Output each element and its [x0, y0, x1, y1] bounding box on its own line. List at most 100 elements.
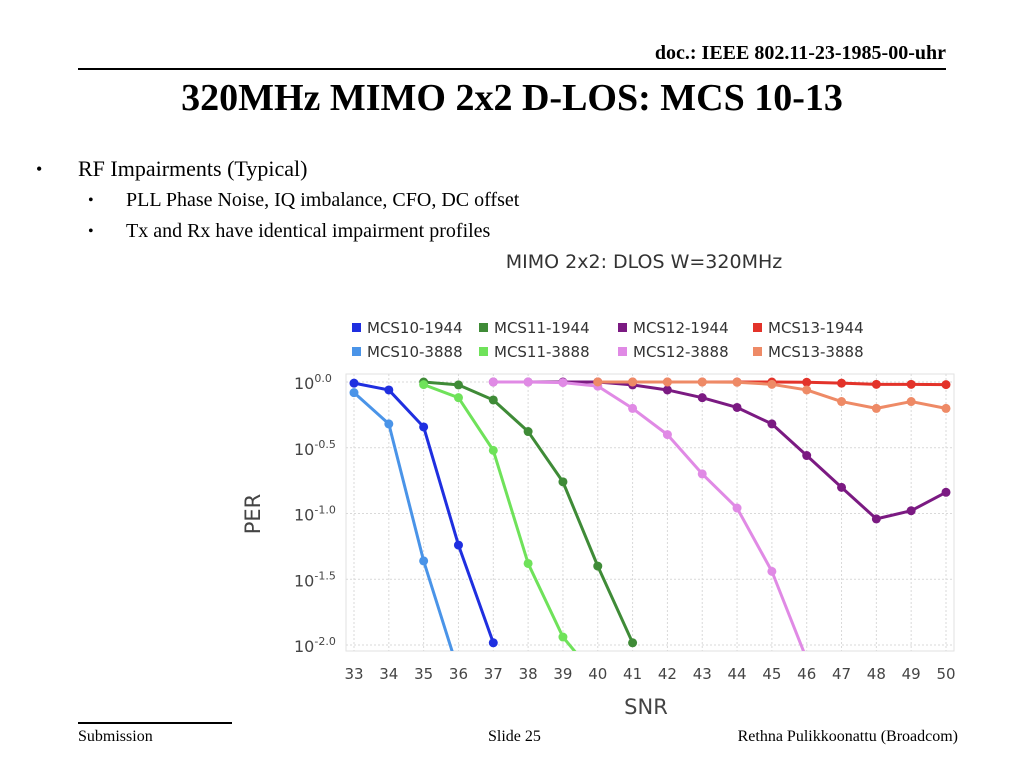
x-tick-label: 43 — [693, 665, 712, 683]
x-tick-label: 37 — [484, 665, 503, 683]
bullet-text: RF Impairments (Typical) — [78, 156, 308, 181]
legend-swatch — [352, 347, 361, 356]
bullet-list: • RF Impairments (Typical) • PLL Phase N… — [36, 153, 519, 247]
data-point — [593, 561, 603, 571]
legend-label: MCS12-3888 — [633, 343, 729, 361]
data-point — [384, 419, 394, 429]
data-point — [767, 419, 777, 429]
data-point — [662, 377, 672, 387]
per-vs-snr-chart: MIMO 2x2: DLOS W=320MHz MCS10-1944 MCS11-… — [241, 251, 956, 719]
legend-label: MCS10-3888 — [367, 343, 463, 361]
data-point — [488, 377, 498, 387]
data-point — [593, 377, 603, 387]
sub-bullet-text: Tx and Rx have identical impairment prof… — [126, 220, 491, 242]
legend-swatch — [352, 323, 361, 332]
data-point — [662, 430, 672, 440]
data-point — [802, 377, 812, 387]
legend-label: MCS13-3888 — [768, 343, 864, 361]
data-point — [767, 566, 777, 576]
legend-label: MCS12-1944 — [633, 319, 729, 337]
data-point — [419, 422, 429, 432]
legend-swatch — [479, 323, 488, 332]
data-point — [349, 388, 359, 398]
footer-submission: Submission — [78, 728, 153, 745]
axis-ticks: 33 34 35 36 37 38 39 40 41 42 43 44 45 46 47 48 49 50 100.… — [294, 372, 956, 683]
legend-swatch — [753, 323, 762, 332]
data-point — [941, 487, 951, 497]
sub-bullet-item: • Tx and Rx have identical impairment pr… — [36, 216, 519, 247]
data-point — [628, 638, 638, 648]
data-point — [732, 402, 742, 412]
x-tick-label: 42 — [658, 665, 677, 683]
x-tick-label: 39 — [553, 665, 572, 683]
data-point — [802, 385, 812, 395]
chart-series — [349, 377, 951, 651]
data-point — [837, 378, 847, 388]
x-tick-label: 35 — [414, 665, 433, 683]
plot-area — [345, 373, 955, 652]
data-point — [488, 638, 498, 648]
data-point — [732, 377, 742, 387]
x-tick-label: 36 — [449, 665, 468, 683]
chart-title: MIMO 2x2: DLOS W=320MHz — [506, 251, 782, 273]
header-rule — [78, 68, 946, 70]
data-point — [488, 395, 498, 405]
x-tick-label: 45 — [762, 665, 781, 683]
legend-label: MCS11-1944 — [494, 319, 590, 337]
y-tick-label: 10-1.5 — [294, 569, 336, 590]
x-tick-label: 46 — [797, 665, 816, 683]
x-tick-label: 38 — [519, 665, 538, 683]
data-point — [732, 503, 742, 513]
data-point — [523, 558, 533, 568]
data-point — [697, 377, 707, 387]
x-tick-label: 50 — [936, 665, 955, 683]
data-point — [662, 385, 672, 395]
legend-label: MCS11-3888 — [494, 343, 590, 361]
slide-title: 320MHz MIMO 2x2 D-LOS: MCS 10-13 — [181, 77, 843, 119]
data-point — [871, 379, 881, 389]
sub-bullet-item: • PLL Phase Noise, IQ imbalance, CFO, DC… — [36, 185, 519, 216]
bullet-glyph: • — [88, 223, 94, 240]
data-point — [871, 403, 881, 413]
data-point — [871, 514, 881, 524]
bullet-glyph: • — [88, 192, 94, 209]
chart-legend: MCS10-1944 MCS11-1944 MCS12-1944 MCS13-1944… — [352, 319, 864, 361]
legend-swatch — [618, 323, 627, 332]
data-point — [941, 403, 951, 413]
x-axis-label: SNR — [624, 695, 668, 719]
y-tick-label: 10-0.5 — [294, 438, 336, 459]
data-point — [453, 540, 463, 550]
data-point — [384, 385, 394, 395]
x-tick-label: 41 — [623, 665, 642, 683]
data-point — [558, 632, 568, 642]
data-point — [802, 451, 812, 461]
data-point — [906, 506, 916, 516]
data-point — [767, 379, 777, 389]
x-tick-label: 48 — [867, 665, 886, 683]
x-tick-label: 33 — [344, 665, 363, 683]
legend-swatch — [753, 347, 762, 356]
chart-grid — [345, 373, 955, 652]
data-point — [941, 380, 951, 390]
bullet-item: • RF Impairments (Typical) — [36, 153, 519, 185]
y-tick-label: 10-2.0 — [294, 635, 336, 656]
legend-swatch — [618, 347, 627, 356]
x-tick-label: 40 — [588, 665, 607, 683]
data-point — [906, 397, 916, 407]
document-id: doc.: IEEE 802.11-23-1985-00-uhr — [654, 42, 946, 64]
data-point — [419, 556, 429, 566]
data-point — [453, 393, 463, 403]
series-line — [352, 391, 454, 651]
x-tick-label: 34 — [379, 665, 398, 683]
data-point — [837, 397, 847, 407]
footer-slide-number: Slide 25 — [488, 728, 541, 745]
y-tick-label: 10-1.0 — [294, 504, 336, 525]
data-point — [837, 482, 847, 492]
x-tick-label: 49 — [902, 665, 921, 683]
data-point — [453, 380, 463, 390]
footer-rule — [78, 722, 232, 724]
data-point — [558, 378, 568, 388]
series-line — [423, 383, 577, 651]
y-tick-label: 100.0 — [294, 372, 332, 393]
data-point — [697, 393, 707, 403]
